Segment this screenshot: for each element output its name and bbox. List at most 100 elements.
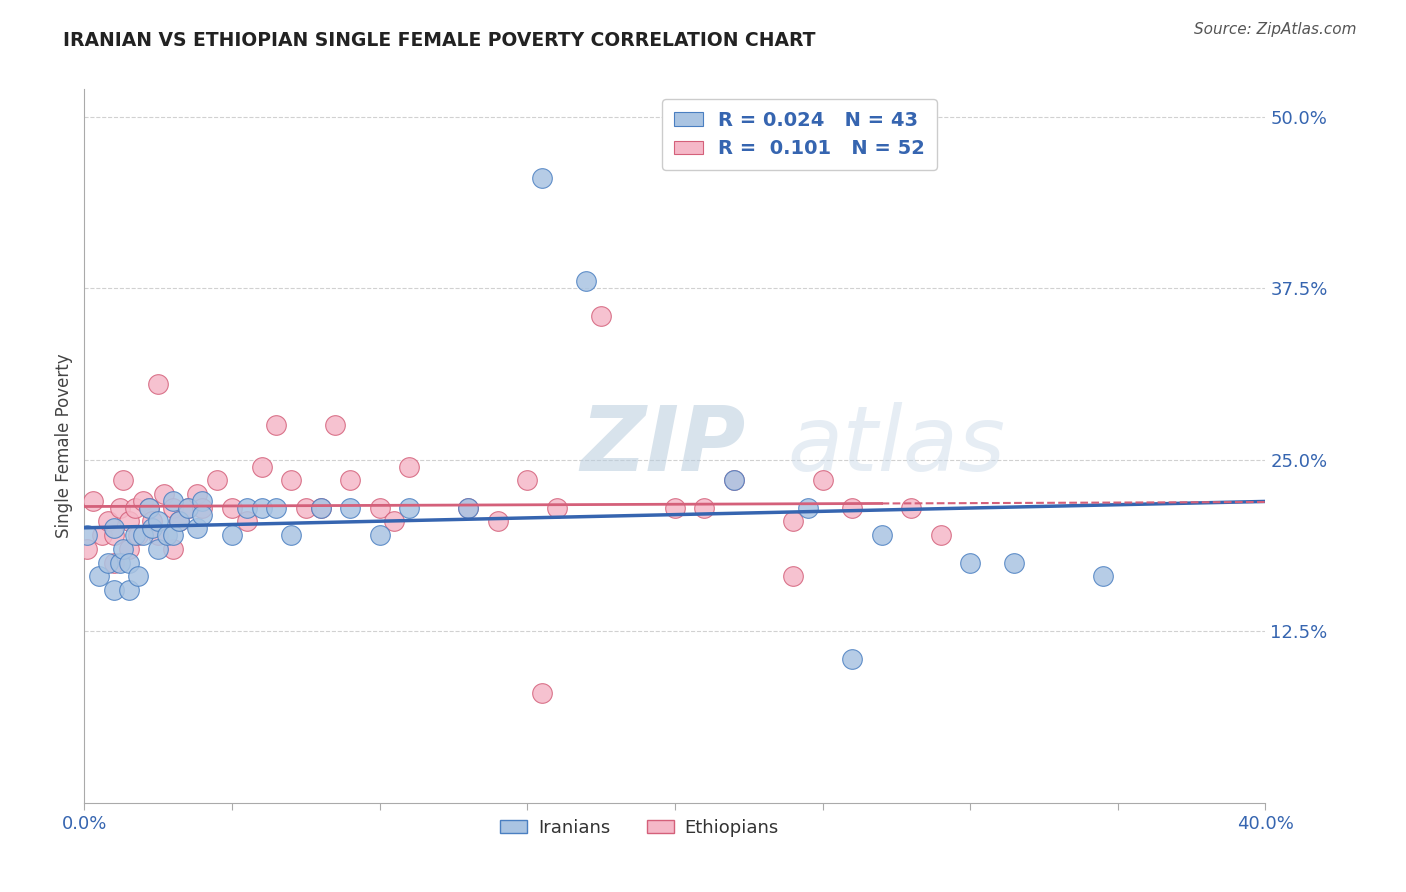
Point — [91, 528, 114, 542]
Point — [132, 494, 155, 508]
Point — [929, 528, 952, 542]
Point — [723, 473, 745, 487]
Point — [153, 487, 176, 501]
Point — [900, 500, 922, 515]
Point — [457, 500, 479, 515]
Point — [382, 515, 406, 529]
Point — [118, 515, 141, 529]
Point — [97, 515, 120, 529]
Point — [118, 541, 141, 556]
Point — [108, 556, 131, 570]
Point — [162, 494, 184, 508]
Point — [191, 494, 214, 508]
Point — [368, 500, 391, 515]
Point — [141, 515, 163, 529]
Point — [250, 500, 273, 515]
Point — [236, 515, 259, 529]
Point — [124, 528, 146, 542]
Point — [177, 500, 200, 515]
Point — [309, 500, 332, 515]
Point — [111, 473, 134, 487]
Point — [782, 569, 804, 583]
Point — [103, 556, 125, 570]
Point — [546, 500, 568, 515]
Point — [486, 515, 509, 529]
Point — [162, 528, 184, 542]
Point — [723, 473, 745, 487]
Point — [797, 500, 820, 515]
Point — [575, 274, 598, 288]
Point — [1092, 569, 1115, 583]
Point — [156, 528, 179, 542]
Point — [132, 528, 155, 542]
Point — [177, 500, 200, 515]
Point — [127, 528, 149, 542]
Point — [368, 528, 391, 542]
Point — [186, 521, 208, 535]
Point — [339, 500, 361, 515]
Point — [811, 473, 834, 487]
Text: IRANIAN VS ETHIOPIAN SINGLE FEMALE POVERTY CORRELATION CHART: IRANIAN VS ETHIOPIAN SINGLE FEMALE POVER… — [63, 31, 815, 50]
Text: Source: ZipAtlas.com: Source: ZipAtlas.com — [1194, 22, 1357, 37]
Point — [76, 541, 98, 556]
Point — [221, 500, 243, 515]
Point — [398, 500, 420, 515]
Point — [162, 500, 184, 515]
Point — [221, 528, 243, 542]
Point — [250, 459, 273, 474]
Point — [191, 508, 214, 522]
Point — [457, 500, 479, 515]
Point — [236, 500, 259, 515]
Point — [124, 500, 146, 515]
Point — [531, 686, 554, 700]
Point — [191, 500, 214, 515]
Point — [141, 521, 163, 535]
Point — [103, 521, 125, 535]
Point — [186, 487, 208, 501]
Point — [162, 541, 184, 556]
Point — [148, 377, 170, 392]
Point — [516, 473, 538, 487]
Point — [148, 528, 170, 542]
Text: ZIP: ZIP — [581, 402, 745, 490]
Point — [591, 309, 613, 323]
Point — [103, 583, 125, 598]
Point — [111, 541, 134, 556]
Point — [309, 500, 332, 515]
Point — [127, 569, 149, 583]
Legend: Iranians, Ethiopians: Iranians, Ethiopians — [494, 812, 786, 844]
Point — [664, 500, 686, 515]
Point — [339, 473, 361, 487]
Point — [266, 418, 288, 433]
Point — [207, 473, 229, 487]
Point — [167, 515, 190, 529]
Point — [167, 515, 190, 529]
Point — [108, 500, 131, 515]
Point — [959, 556, 981, 570]
Point — [148, 541, 170, 556]
Point — [398, 459, 420, 474]
Point — [266, 500, 288, 515]
Point — [1004, 556, 1026, 570]
Point — [325, 418, 347, 433]
Point — [841, 500, 863, 515]
Text: atlas: atlas — [787, 402, 1005, 490]
Point — [280, 473, 302, 487]
Point — [148, 515, 170, 529]
Point — [97, 556, 120, 570]
Point — [76, 528, 98, 542]
Point — [841, 651, 863, 665]
Point — [87, 569, 111, 583]
Point — [118, 556, 141, 570]
Point — [870, 528, 893, 542]
Point — [280, 528, 302, 542]
Point — [693, 500, 716, 515]
Point — [103, 528, 125, 542]
Y-axis label: Single Female Poverty: Single Female Poverty — [55, 354, 73, 538]
Point — [138, 500, 160, 515]
Point — [531, 171, 554, 186]
Point — [118, 583, 141, 598]
Point — [138, 500, 160, 515]
Point — [295, 500, 318, 515]
Point — [82, 494, 104, 508]
